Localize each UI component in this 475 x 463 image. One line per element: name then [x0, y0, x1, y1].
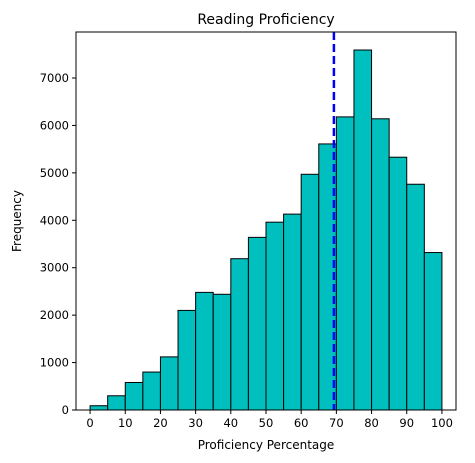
histogram-bar — [283, 213, 302, 411]
y-tick-label: 2000 — [40, 308, 69, 322]
x-tick-label: 30 — [188, 416, 203, 430]
bars-group — [89, 49, 443, 411]
x-tick-label: 20 — [153, 416, 168, 430]
x-tick-label: 40 — [223, 416, 238, 430]
histogram-bar — [371, 118, 390, 411]
histogram-bar — [89, 405, 109, 411]
histogram-bar — [300, 173, 320, 411]
y-tick-label: 4000 — [40, 213, 69, 227]
histogram-bar — [335, 116, 355, 411]
x-tick-label: 10 — [118, 416, 133, 430]
x-tick-label: 100 — [431, 416, 453, 430]
histogram-bar — [212, 293, 232, 411]
histogram-bar — [159, 356, 179, 411]
y-axis-ticks: 0 1000 2000 3000 4000 5000 6000 7000 — [40, 71, 76, 417]
y-tick-label: 5000 — [40, 166, 69, 180]
histogram-bar — [124, 381, 144, 411]
y-tick-label: 6000 — [40, 118, 69, 132]
histogram-bar — [195, 291, 214, 411]
y-tick-label: 3000 — [40, 261, 69, 275]
histogram-bar — [353, 49, 373, 411]
histogram-bar — [423, 252, 443, 411]
x-tick-label: 70 — [329, 416, 344, 430]
x-axis-ticks: 0 10 20 30 40 50 60 70 80 90 100 — [86, 410, 453, 430]
histogram-bar — [177, 309, 197, 411]
x-tick-label: 90 — [399, 416, 414, 430]
x-tick-label: 80 — [364, 416, 379, 430]
histogram-bar — [406, 183, 425, 411]
histogram-bar — [230, 258, 249, 411]
histogram-bar — [265, 221, 285, 411]
histogram-bar — [142, 371, 161, 411]
y-tick-label: 1000 — [40, 356, 69, 370]
y-axis-label: Frequency — [10, 190, 24, 252]
histogram-bar — [107, 395, 126, 411]
histogram-bar — [388, 156, 408, 411]
histogram-bar — [247, 236, 267, 411]
x-tick-label: 60 — [294, 416, 309, 430]
chart-title: Reading Proficiency — [197, 12, 334, 28]
y-tick-label: 0 — [62, 403, 69, 417]
x-axis-label: Proficiency Percentage — [198, 438, 335, 452]
x-tick-label: 0 — [86, 416, 93, 430]
y-tick-label: 7000 — [40, 71, 69, 85]
x-tick-label: 50 — [259, 416, 274, 430]
